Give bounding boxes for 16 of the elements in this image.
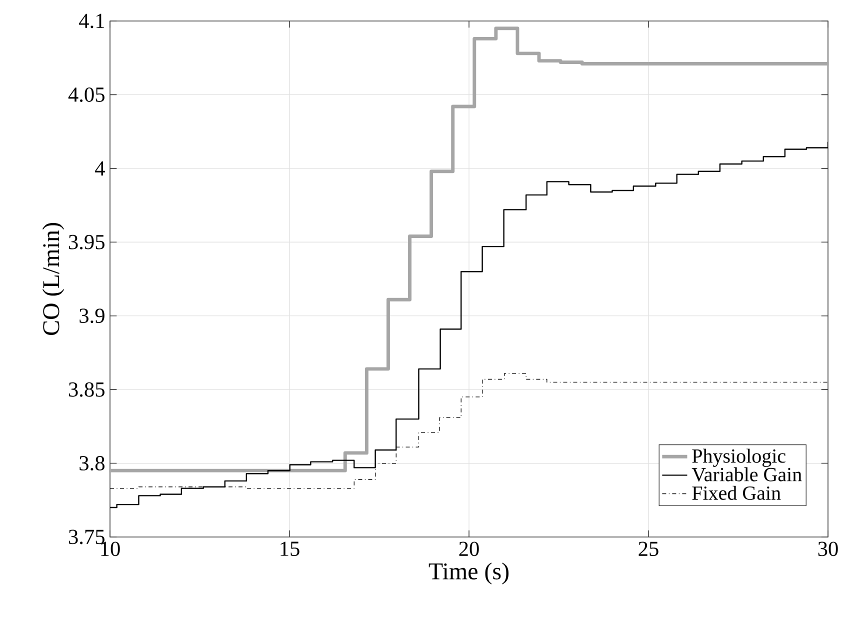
legend-label: Variable Gain	[692, 467, 802, 482]
y-tick-label: 3.8	[80, 456, 104, 471]
y-tick-label: 3.9	[80, 308, 104, 324]
y-tick-label: 4.05	[68, 87, 104, 102]
y-tick-label: 3.85	[68, 382, 104, 397]
x-tick-label: 15	[280, 542, 300, 556]
x-tick-label: 25	[638, 542, 658, 556]
x-tick-label: 30	[818, 542, 838, 556]
legend-label: Physiologic	[692, 448, 786, 467]
x-axis-title: Time (s)	[428, 562, 509, 584]
legend-label: Fixed Gain	[692, 486, 781, 500]
y-tick-label: 3.95	[68, 234, 104, 250]
x-tick-label: 20	[459, 542, 479, 556]
y-tick-label: 4	[95, 161, 105, 176]
y-tick-label: 4.1	[79, 14, 104, 28]
y-axis-title: CO (L/min)	[42, 223, 64, 335]
